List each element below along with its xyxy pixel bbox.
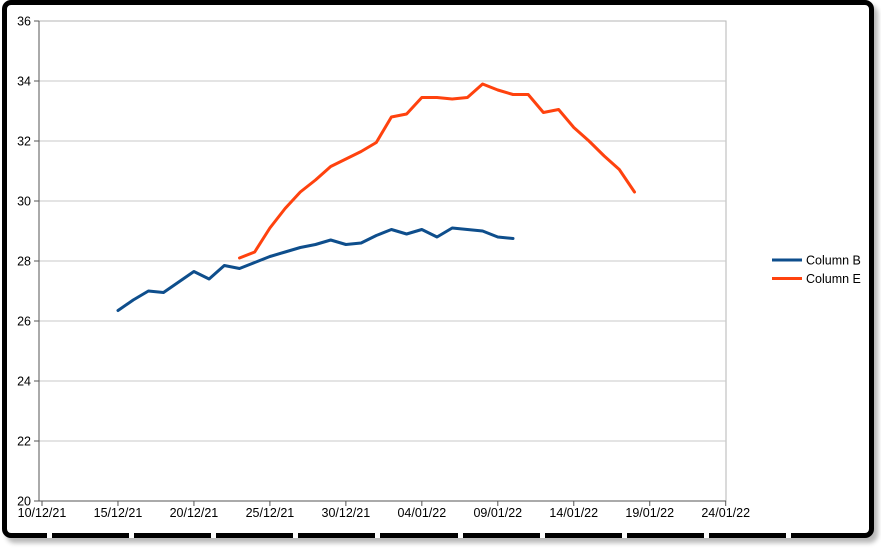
frame-bottom-notch xyxy=(703,532,709,538)
frame-top-notch xyxy=(623,5,627,11)
x-axis-label: 14/01/22 xyxy=(549,506,598,520)
y-axis-label: 30 xyxy=(17,195,31,209)
frame-top-notch xyxy=(738,5,743,11)
frame-bottom-notch xyxy=(375,532,381,538)
x-axis-label: 15/12/21 xyxy=(94,506,143,520)
frame-top-notch xyxy=(469,5,473,11)
frame-top-notch xyxy=(45,5,50,11)
frame-bottom-notch xyxy=(211,532,217,538)
frame-top-notch xyxy=(584,5,589,11)
series-line-column-b xyxy=(116,226,515,312)
frame-bottom-notch xyxy=(457,532,463,538)
frame-top-notch xyxy=(199,5,204,11)
frame-top-notch xyxy=(353,5,358,11)
frame-bottom-notch xyxy=(539,532,545,538)
frame-top-notch xyxy=(315,5,319,11)
frame-bottom-notch xyxy=(785,532,791,538)
y-axis-label: 24 xyxy=(17,375,31,389)
frame-top-notch xyxy=(854,5,858,11)
x-axis-label: 04/01/22 xyxy=(397,506,446,520)
y-axis-label: 26 xyxy=(17,315,31,329)
frame-top-notch xyxy=(777,5,781,11)
frame-top-notch xyxy=(507,5,512,11)
frame-top-notch xyxy=(161,5,165,11)
screenshot-border-frame xyxy=(2,0,874,538)
frame-top-notch xyxy=(815,5,820,11)
y-axis-label: 32 xyxy=(17,135,31,149)
frame-top-notch xyxy=(238,5,242,11)
frame-top-notch xyxy=(546,5,550,11)
y-axis-label: 34 xyxy=(17,75,31,89)
frame-top-notch xyxy=(392,5,396,11)
y-axis-label: 28 xyxy=(17,255,31,269)
legend-label: Column B xyxy=(806,254,861,268)
x-axis-label: 24/01/22 xyxy=(701,506,750,520)
x-axis-label: 10/12/21 xyxy=(18,506,67,520)
x-axis-label: 20/12/21 xyxy=(170,506,219,520)
frame-bottom-notch xyxy=(293,532,299,538)
frame-bottom-notch xyxy=(621,532,627,538)
frame-bottom-notch xyxy=(129,532,135,538)
x-axis-label: 19/01/22 xyxy=(625,506,674,520)
y-axis-label: 20 xyxy=(17,495,31,509)
legend-label: Column E xyxy=(806,272,861,286)
frame-top-notch xyxy=(700,5,704,11)
frame-top-notch xyxy=(276,5,281,11)
x-axis-label: 30/12/21 xyxy=(322,506,371,520)
frame-bottom-notch xyxy=(47,532,52,538)
series-line-column-e xyxy=(238,82,636,260)
y-axis-label: 22 xyxy=(17,435,31,449)
frame-top-notch xyxy=(84,5,88,11)
x-axis-label: 09/01/22 xyxy=(473,506,522,520)
frame-top-notch xyxy=(430,5,435,11)
frame-top-notch xyxy=(122,5,127,11)
frame-top-notch xyxy=(661,5,666,11)
y-axis-label: 36 xyxy=(17,15,31,29)
x-axis-label: 25/12/21 xyxy=(246,506,295,520)
